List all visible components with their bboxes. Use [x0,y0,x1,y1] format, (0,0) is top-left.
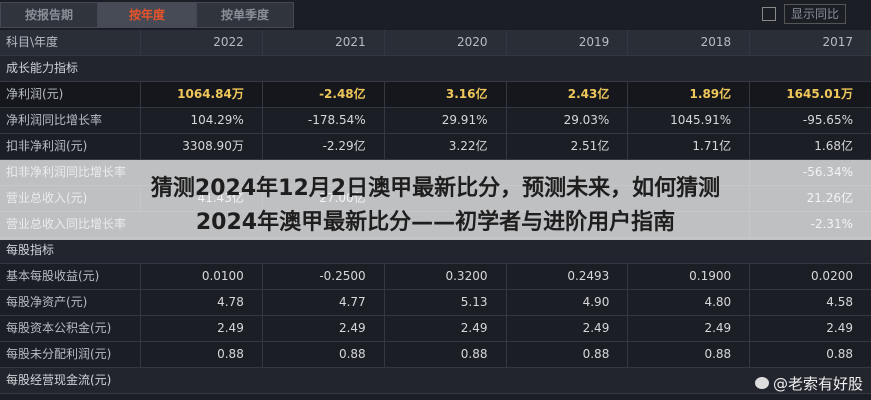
row-label: 每股指标 [6,243,55,257]
overlay-title: 猜测2024年12月2日澳甲最新比分，预测未来，如何猜测 [150,176,721,201]
value-cell: 1.71亿 [627,134,749,159]
row-label: 净利润(元) [6,87,64,101]
tab[interactable]: 按报告期 [0,2,98,28]
title-band [0,160,871,240]
value-cell: 1064.84万 [140,82,262,107]
value-cell: 2.49 [749,316,871,341]
value-cell: 4.80 [627,290,749,315]
value-cell: 0.88 [261,342,384,367]
value-cell: 3.16亿 [383,82,506,107]
header-cell: 2019 [505,30,628,55]
value-cell: 1045.91% [627,108,749,133]
data-row: 每股净资产(元) 4.78 4.77 5.13 4.90 4.80 4.58 [0,290,871,316]
value-cell: -0.2500 [261,264,384,289]
value-cell: 2.49 [140,316,262,341]
data-row: 每股未分配利润(元) 0.88 0.88 0.88 0.88 0.88 0.88 [0,342,871,368]
value-cell: 0.88 [749,342,871,367]
value-cell: 3.22亿 [383,134,506,159]
watermark: @老索有好股 [754,373,863,394]
row-label: 扣非净利润(元) [6,139,88,153]
weibo-icon [754,377,769,389]
value-cell: 1.68亿 [749,134,871,159]
value-cell: 2.49 [505,316,628,341]
tab[interactable]: 按年度 [98,2,196,28]
header-cell: 2018 [627,30,749,55]
value-cell: 1.89亿 [627,82,749,107]
value-cell: 29.03% [505,108,628,133]
value-cell: 0.0200 [749,264,871,289]
value-cell: 0.88 [505,342,628,367]
checkbox[interactable] [762,7,776,21]
value-cell: 2.49 [261,316,384,341]
value-cell: 2.49 [383,316,506,341]
header-cell: 2021 [261,30,384,55]
watermark-text: @老索有好股 [772,375,863,393]
value-cell: 0.2493 [505,264,628,289]
section-row: 成长能力指标 [0,56,871,82]
value-cell: -2.48亿 [261,82,384,107]
value-cell: 5.13 [383,290,506,315]
overlay-title: 2024年澳甲最新比分——初学者与进阶用户指南 [195,210,676,235]
row-label: 净利润同比增长率 [6,113,103,127]
data-row: 净利润同比增长率 104.29% -178.54% 29.91% 29.03% 1045.… [0,108,871,134]
tab[interactable]: 按单季度 [196,2,294,28]
value-cell: 29.91% [383,108,506,133]
header-row: 科目\年度 2022 2021 2020 2019 2018 2017 [0,30,871,56]
value-cell: 0.0100 [140,264,262,289]
value-cell: 0.88 [627,342,749,367]
row-label: 每股净资产(元) [6,295,88,309]
value-cell: 2.51亿 [505,134,628,159]
value-cell: 4.90 [505,290,628,315]
data-row: 每股资本公积金(元) 2.49 2.49 2.49 2.49 2.49 2.49 [0,316,871,342]
value-cell: 1645.01万 [749,82,871,107]
header-cell: 2017 [749,30,871,55]
data-row: 净利润(元) 1064.84万 -2.48亿 3.16亿 2.43亿 1.89亿 1645.… [0,82,871,108]
value-cell: -178.54% [261,108,384,133]
row-label: 基本每股收益(元) [6,269,100,283]
header-cell: 2020 [383,30,506,55]
data-row: 基本每股收益(元) 0.0100 -0.2500 0.3200 0.2493 0.1900… [0,264,871,290]
data-row: 扣非净利润(元) 3308.90万 -2.29亿 3.22亿 2.51亿 1.71亿 1.6… [0,134,871,160]
value-cell: 4.58 [749,290,871,315]
value-cell: 104.29% [140,108,262,133]
value-cell: 4.78 [140,290,262,315]
row-label: 每股资本公积金(元) [6,321,112,335]
toggle-label[interactable]: 显示同比 [784,4,847,24]
row-label: 成长能力指标 [6,61,79,75]
value-cell: -2.29亿 [261,134,384,159]
value-cell: -95.65% [749,108,871,133]
value-cell: 0.88 [140,342,262,367]
value-cell: 2.43亿 [505,82,628,107]
value-cell: 2.49 [627,316,749,341]
header-cell: 2022 [140,30,262,55]
value-cell: 0.1900 [627,264,749,289]
value-cell: 4.77 [261,290,384,315]
row-label: 每股未分配利润(元) [6,347,112,361]
value-cell: 0.88 [383,342,506,367]
value-cell: 0.3200 [383,264,506,289]
header-cell: 科目\年度 [6,35,59,49]
value-cell: 3308.90万 [140,134,262,159]
section-row: 每股经营现金流(元) [0,368,871,394]
row-label: 每股经营现金流(元) [6,373,112,387]
section-row: 每股指标 [0,238,871,264]
